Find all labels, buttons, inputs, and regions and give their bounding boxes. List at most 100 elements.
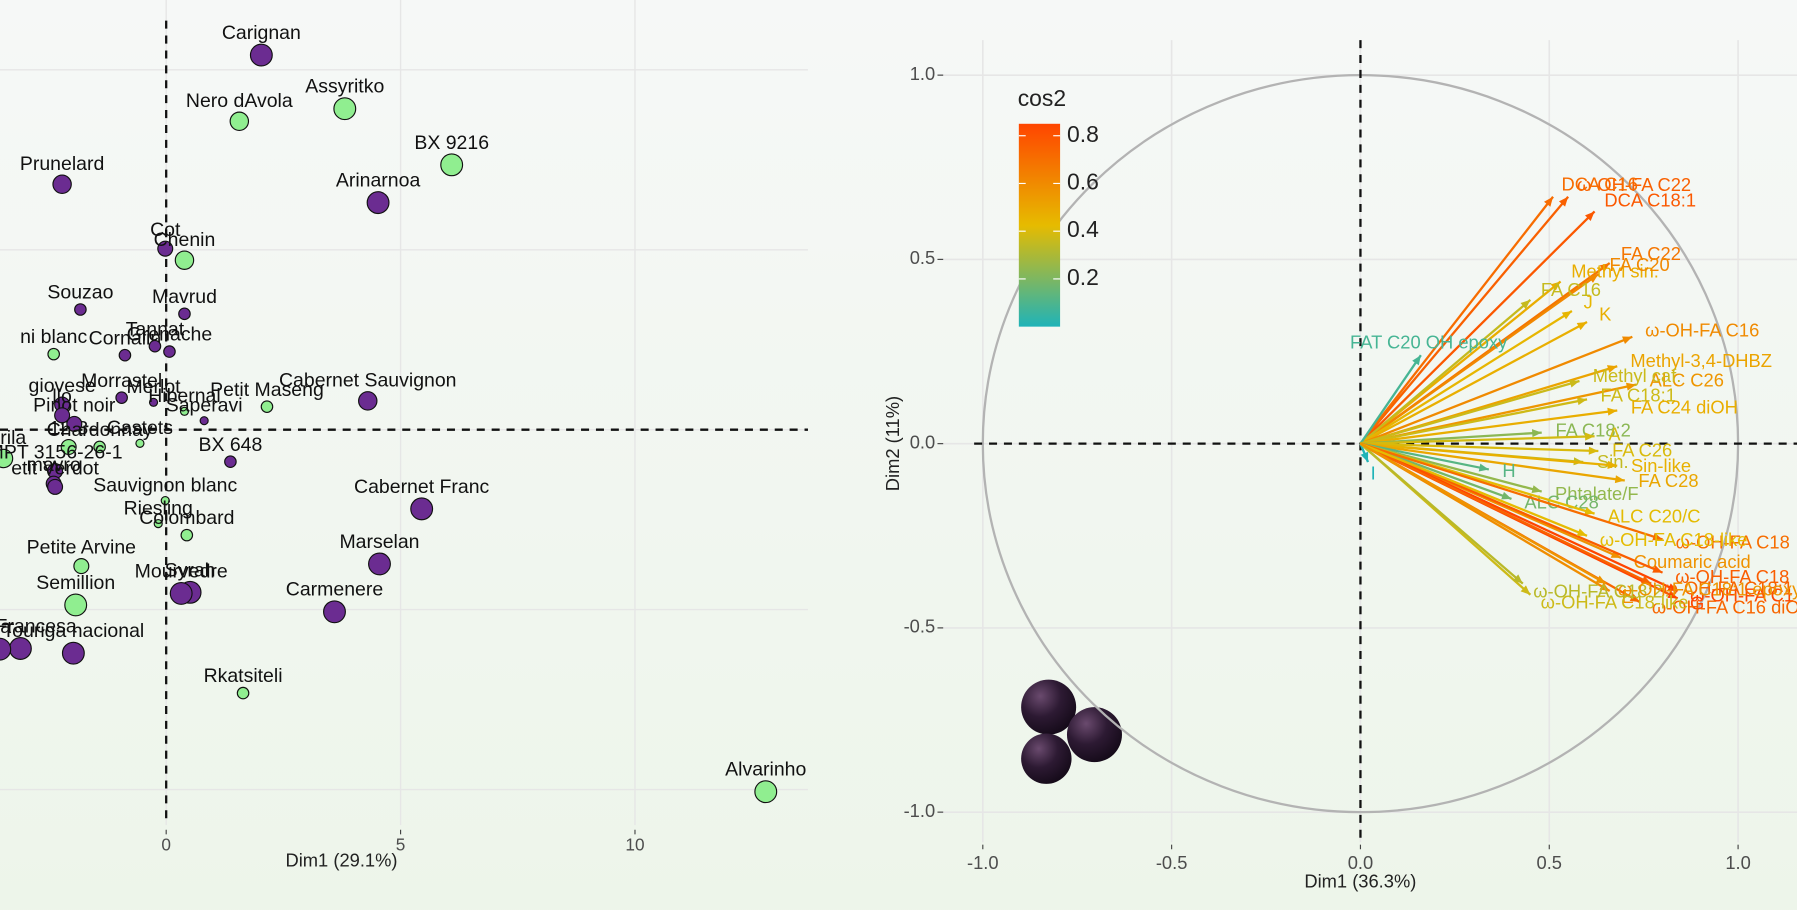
arrow-head — [1558, 196, 1569, 207]
point — [236, 686, 250, 700]
arrow-head — [1625, 382, 1637, 391]
point-label: Carmenere — [286, 579, 383, 601]
arrow-shaft — [1360, 442, 1663, 541]
arrow-label: DCA C18:1 — [1604, 190, 1696, 211]
point-label: Syrah — [165, 559, 216, 581]
arrow — [1359, 196, 1570, 445]
point — [47, 478, 64, 495]
point — [180, 528, 194, 542]
arrow-shaft — [1359, 321, 1588, 445]
point-label: Merlot — [126, 376, 181, 398]
point — [52, 174, 72, 195]
x-axis-title: Dim1 (36.3%) — [1304, 870, 1416, 891]
arrow-shaft — [1360, 379, 1580, 445]
point-label: Riesling — [124, 497, 193, 519]
arrow — [1360, 442, 1599, 455]
colorbar-label: 0.8 — [1067, 121, 1099, 147]
arrow-head — [1667, 583, 1678, 592]
arrow-label: FA C28 — [1638, 470, 1698, 491]
arrow — [1359, 442, 1524, 585]
arrow-label: ω-OH-FA C18:1 — [1664, 577, 1793, 598]
point — [160, 495, 170, 506]
arrow-head — [1576, 397, 1588, 406]
arrow-label: FA C26 — [1612, 439, 1672, 460]
arrow-shaft — [1360, 442, 1618, 467]
arrow-head — [1622, 336, 1633, 344]
arrow-label: Sin. — [1597, 451, 1629, 472]
arrow-head — [1550, 281, 1561, 291]
arrow-shaft — [1360, 442, 1588, 537]
arrow-label: ω-OH-FA C1 — [1690, 585, 1794, 606]
arrow-label: FA C22 — [1621, 243, 1681, 264]
arrow-head — [1360, 451, 1369, 463]
arrow-shaft — [1359, 442, 1652, 585]
arrow-label: FA C20 — [1610, 254, 1670, 275]
arrow-head — [1585, 211, 1595, 222]
arrow — [1359, 354, 1422, 445]
arrow-head — [1584, 432, 1595, 441]
grape-illustration — [1021, 679, 1122, 784]
point — [366, 191, 390, 215]
point — [54, 407, 71, 424]
arrow-label: ω-OH-FA C18:2 — [1533, 580, 1662, 601]
arrow-label: J — [1584, 292, 1593, 313]
point — [260, 400, 274, 413]
arrow-label: FA C24 diOH — [1631, 397, 1738, 418]
arrow-head — [1531, 485, 1542, 494]
point-label: Cornalin — [89, 327, 162, 349]
arrow-head — [1588, 446, 1599, 455]
point — [178, 307, 191, 321]
arrow-label: Sin-like — [1631, 455, 1691, 476]
arrow-head — [1576, 528, 1588, 536]
arrow-label: ω-OH-FA C18-like — [1541, 592, 1689, 613]
arrow-shaft — [1360, 398, 1588, 445]
point-label: Sauvignon blanc — [93, 474, 237, 496]
point-label: Marselan — [339, 531, 419, 553]
arrow-head — [1576, 322, 1588, 331]
point — [157, 240, 174, 257]
point-label: Castets — [107, 417, 173, 439]
arrow-shaft — [1359, 354, 1422, 445]
point — [169, 581, 193, 605]
point-label: Chardonnay — [47, 419, 153, 441]
point — [410, 497, 434, 521]
legend-title: cos2 — [1018, 85, 1066, 111]
point-label: BX 648 — [198, 434, 262, 456]
point — [323, 600, 346, 624]
point — [64, 593, 88, 617]
arrow-label: Methyl caf. — [1593, 365, 1682, 386]
point — [224, 455, 237, 469]
arrow — [1360, 397, 1588, 445]
point-label: Touriga nacional — [2, 620, 144, 642]
point-label: Alvarinho — [725, 759, 806, 781]
arrow-head — [1652, 532, 1663, 541]
point — [47, 347, 60, 361]
arrow — [1360, 442, 1663, 541]
point-label: Saperavi — [166, 395, 243, 417]
point-label: Petit Maseng — [210, 379, 324, 401]
point-label: Petite Arvine — [27, 536, 136, 558]
point-label: BX 9216 — [414, 132, 489, 154]
colorbar — [1018, 123, 1061, 327]
arrow-head — [1569, 379, 1580, 388]
point-label: Fa — [0, 616, 11, 638]
point — [249, 43, 273, 67]
x-tick-label: 0.0 — [1348, 852, 1373, 873]
point-label: Nero dAvola — [186, 90, 293, 112]
arrow-head — [1412, 355, 1421, 366]
arrow — [1359, 273, 1600, 445]
arrow-shaft — [1359, 310, 1573, 445]
point-label: Morrastel — [81, 370, 162, 392]
point-label: giovese — [29, 375, 96, 397]
point-label: Cabernet Sauvignon — [279, 370, 457, 392]
point-label: Carignan — [222, 22, 301, 44]
arrow-head — [1599, 263, 1610, 272]
point — [148, 339, 162, 353]
point-label: Prunelard — [20, 153, 104, 175]
arrow-head — [1614, 475, 1625, 484]
x-tick-label: 1.0 — [1725, 852, 1750, 873]
arrow — [1360, 442, 1618, 469]
arrow-head — [1607, 460, 1618, 469]
arrow-head — [1640, 575, 1652, 584]
point-label: Arinarnoa — [336, 170, 421, 192]
